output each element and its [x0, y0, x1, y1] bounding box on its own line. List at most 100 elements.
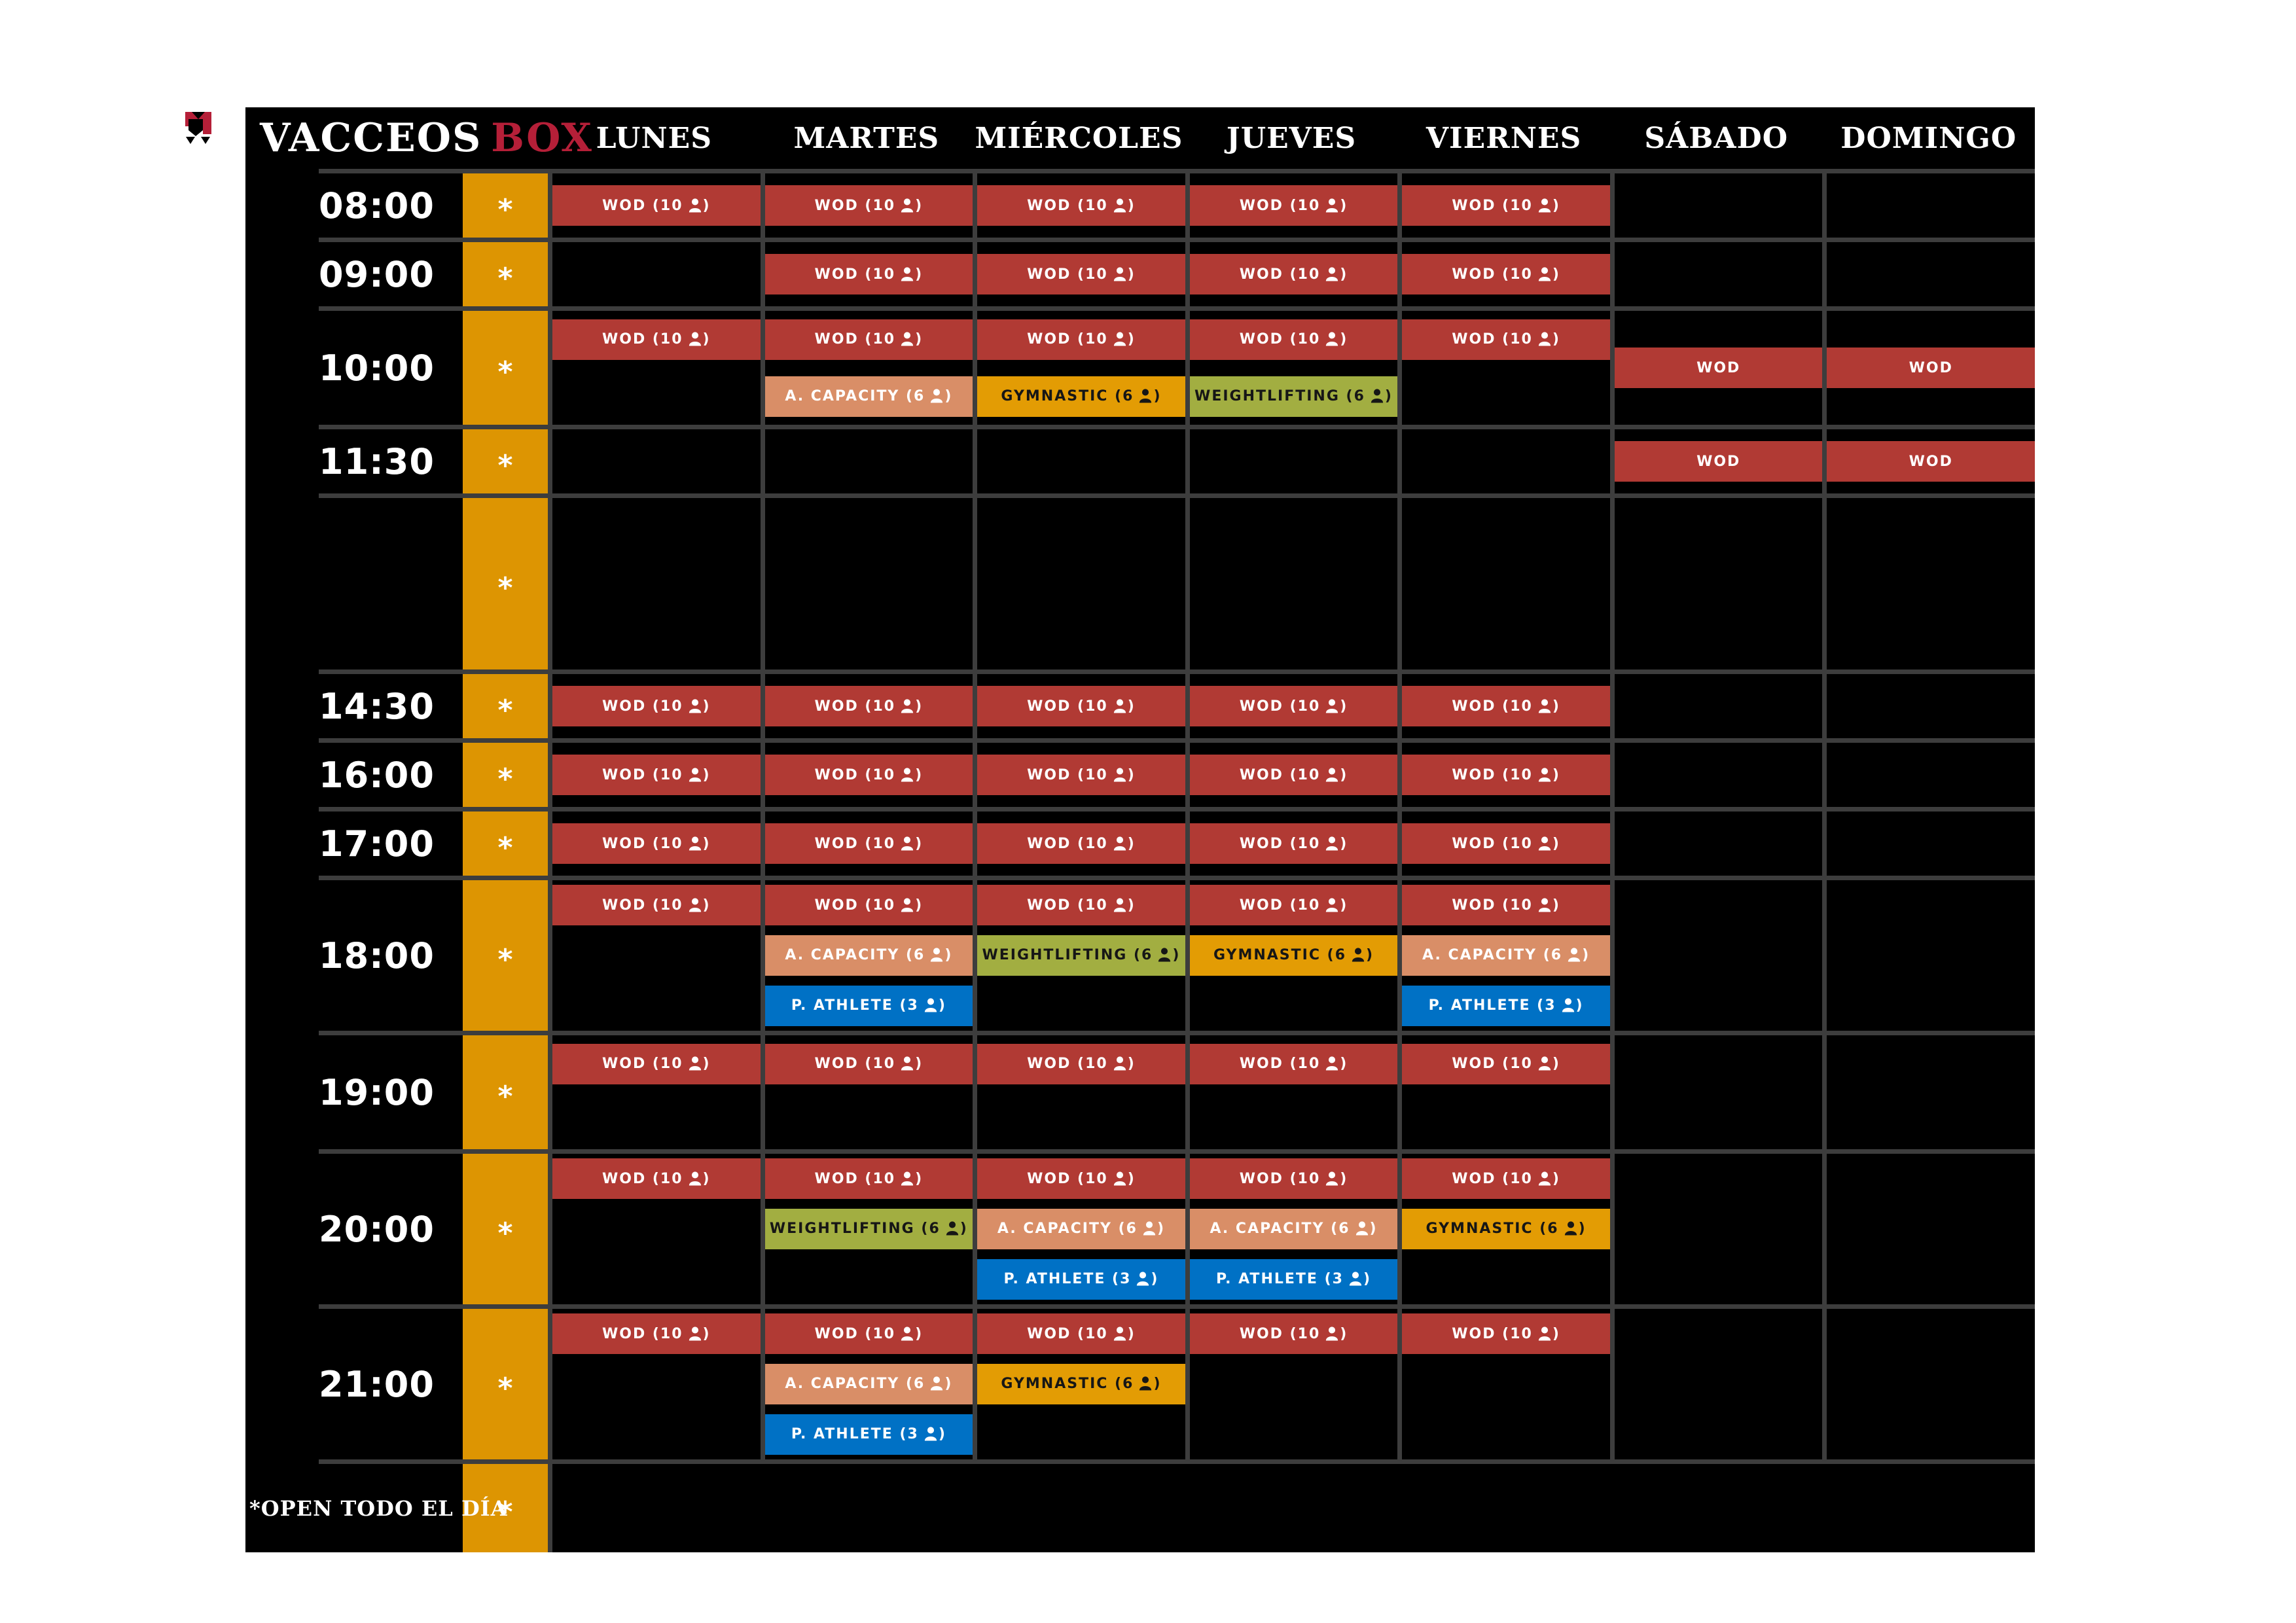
person-icon: [1538, 698, 1551, 713]
class-chip-wod10: WOD (10): [552, 1313, 761, 1355]
class-chip-wod10: WOD (10): [1402, 885, 1610, 926]
day-cell-1: [760, 498, 973, 669]
day-cell-5: [1609, 812, 1823, 876]
class-chip-acap: A. CAPACITY (6): [764, 376, 973, 417]
chip-close: ): [702, 1056, 711, 1072]
chip-close: ): [1552, 1170, 1560, 1187]
chip-label: WOD (10: [814, 698, 896, 715]
day-cell-2: WOD (10): [973, 743, 1185, 807]
schedule-row-1130: 11:30 * WOD WOD: [319, 425, 2036, 493]
asterisk-marker: *: [497, 1079, 513, 1113]
chip-label: WOD: [1696, 453, 1741, 470]
chip-label: P. ATHLETE (3: [1003, 1271, 1132, 1288]
class-chip-wod10: WOD (10): [977, 1313, 1185, 1355]
chip-label: A. CAPACITY (6: [997, 1221, 1138, 1238]
class-chip-wod10: WOD (10): [1189, 823, 1398, 864]
person-icon: [689, 836, 701, 850]
day-cell-3: WOD (10): [1185, 674, 1398, 738]
chip-label: WOD (10: [601, 698, 683, 715]
chip-close: ): [915, 1325, 924, 1342]
chip-label: WOD (10: [1239, 331, 1321, 348]
person-icon: [901, 698, 914, 713]
class-chip-wod10: WOD (10): [1402, 1158, 1610, 1200]
chip-close: ): [1369, 1221, 1378, 1238]
time-label: 08:00: [319, 185, 435, 226]
chip-label: A. CAPACITY (6: [785, 1376, 925, 1393]
time-label: 14:30: [319, 685, 435, 727]
class-chip-wod10: WOD (10): [552, 823, 761, 864]
class-chip-wod: WOD: [1827, 348, 2036, 388]
day-cell-2: [973, 429, 1185, 493]
chip-label: WOD (10: [814, 331, 896, 348]
class-chip-path: P. ATHLETE (3): [977, 1258, 1185, 1300]
chip-label: GYMNASTIC (6: [1001, 388, 1134, 404]
accent-cell: *: [463, 173, 548, 238]
class-chip-wod10: WOD (10): [764, 319, 973, 360]
chip-label: WOD (10: [1027, 835, 1108, 852]
chip-close: ): [1578, 1221, 1587, 1238]
person-icon: [1113, 1056, 1126, 1071]
header-bar: VACCEOS BOX LUNES MARTES MIÉRCOLES JUEVES VIE…: [245, 107, 2035, 169]
day-cell-5: [1609, 1309, 1823, 1459]
person-icon: [1326, 1056, 1338, 1071]
class-chip-gym: GYMNASTIC (6): [977, 1363, 1185, 1404]
person-icon: [1538, 1327, 1551, 1341]
chip-close: ): [944, 1376, 953, 1393]
day-cell-5: [1609, 1035, 1823, 1149]
chip-close: ): [1153, 1376, 1162, 1393]
class-chip-wod10: WOD (10): [1189, 254, 1398, 294]
day-cell-5: [1609, 173, 1823, 238]
day-cell-1: WOD (10) A. CAPACITY (6) P. ATHLETE (3): [760, 1309, 973, 1459]
day-cell-5: [1609, 242, 1823, 306]
person-icon: [924, 1427, 937, 1441]
person-icon: [689, 332, 701, 346]
person-icon: [1568, 948, 1581, 962]
class-chip-wod10: WOD (10): [552, 755, 761, 795]
time-label: 21:00: [319, 1363, 435, 1405]
person-icon: [931, 1376, 943, 1391]
chip-label: WOD (10: [1452, 835, 1533, 852]
person-icon: [1113, 836, 1126, 850]
person-icon: [901, 836, 914, 850]
day-cell-5: WOD: [1609, 429, 1823, 493]
class-chip-acap: A. CAPACITY (6): [764, 935, 973, 976]
chip-close: ): [1552, 897, 1560, 914]
schedule-canvas: VACCEOS BOX LUNES MARTES MIÉRCOLES JUEVES VIE…: [245, 107, 2036, 1552]
schedule-row-break: *: [319, 493, 2035, 669]
day-cell-6: [1822, 242, 2035, 306]
class-chip-wod10: WOD (10): [977, 319, 1185, 360]
person-icon: [931, 948, 943, 962]
class-chip-wod10: WOD (10): [977, 686, 1185, 726]
day-cell-3: WOD (10): [1185, 743, 1398, 807]
day-header-3: JUEVES: [1226, 121, 1357, 155]
chip-close: ): [1552, 1056, 1560, 1072]
class-chip-wod10: WOD (10): [977, 885, 1185, 926]
person-icon: [689, 767, 701, 781]
class-chip-wl: WEIGHTLIFTING (6): [1189, 376, 1398, 417]
person-icon: [1113, 1327, 1126, 1341]
chip-close: ): [1153, 388, 1162, 404]
day-cell-2: WOD (10) GYMNASTIC (6): [973, 1309, 1185, 1459]
class-chip-wod10: WOD (10): [764, 254, 973, 294]
chip-close: ): [1340, 835, 1348, 852]
chip-close: ): [702, 1325, 711, 1342]
class-chip-wod10: WOD (10): [552, 686, 761, 726]
chip-label: WOD (10: [1452, 331, 1533, 348]
chip-close: ): [702, 897, 711, 914]
asterisk-marker: *: [497, 1495, 513, 1529]
chip-label: WOD (10: [1239, 266, 1321, 283]
chip-close: ): [1127, 197, 1136, 214]
time-cell: 09:00: [319, 242, 463, 306]
chip-label: GYMNASTIC (6: [1213, 947, 1347, 964]
day-header-6: DOMINGO: [1840, 121, 2017, 155]
class-chip-wod10: WOD (10): [1189, 185, 1398, 226]
day-cell-6: [1822, 674, 2035, 738]
open-all-day-label: *OPEN TODO EL DÍA: [249, 1495, 508, 1521]
day-cell-5: [1609, 498, 1823, 669]
time-label: 11:30: [319, 440, 435, 482]
person-icon: [901, 1171, 914, 1186]
person-icon: [1113, 767, 1126, 781]
chip-label: WOD (10: [1452, 266, 1533, 283]
chip-close: ): [915, 1056, 924, 1072]
